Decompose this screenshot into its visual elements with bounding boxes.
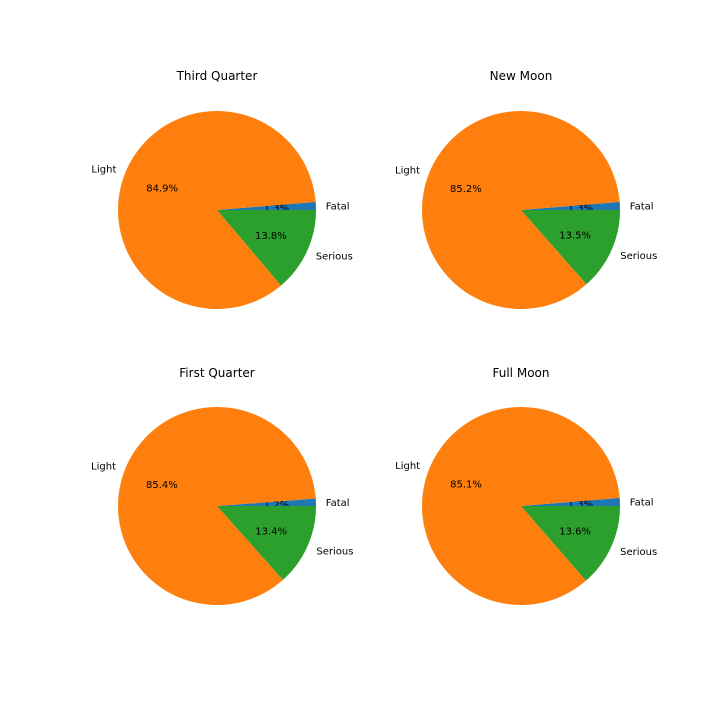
chart-title: Third Quarter: [176, 69, 258, 83]
pie-slice-serious: [521, 506, 620, 581]
slice-label-light: Light: [91, 461, 116, 472]
slice-label-fatal: Fatal: [630, 202, 654, 213]
slice-percent-light: 84.9%: [146, 183, 178, 194]
chart-title: First Quarter: [179, 366, 254, 380]
slice-percent-serious: 13.6%: [559, 527, 591, 538]
slice-label-fatal: Fatal: [326, 498, 350, 509]
slice-label-fatal: Fatal: [630, 498, 654, 509]
slice-label-light: Light: [91, 164, 116, 175]
slice-percent-light: 85.4%: [146, 480, 178, 491]
slice-label-serious: Serious: [316, 547, 353, 558]
pie-slice-light: [118, 110, 316, 309]
chart-title: Full Moon: [493, 366, 550, 380]
slice-percent-fatal: 1.3%: [568, 204, 593, 215]
slice-percent-serious: 13.5%: [559, 230, 591, 241]
pie-slice-fatal: [521, 497, 620, 506]
slice-percent-serious: 13.8%: [255, 231, 287, 242]
slice-label-serious: Serious: [316, 252, 353, 263]
pie-slice-fatal: [217, 201, 316, 210]
pie-slice-serious: [217, 210, 316, 286]
slice-label-fatal: Fatal: [326, 202, 350, 213]
pie-slice-fatal: [521, 201, 620, 210]
slice-label-light: Light: [395, 461, 420, 472]
pie-chart-2: New Moon Fatal 1.3% Light 85.2% Serious 13.5%: [395, 69, 657, 309]
slice-percent-fatal: 1.3%: [568, 500, 593, 511]
pie-slice-serious: [521, 210, 620, 285]
pie-slice-light: [118, 407, 316, 606]
pie-slice-light: [421, 406, 620, 605]
pie-slice-serious: [217, 506, 316, 580]
pie-chart-3: First Quarter Fatal 1.2% Light 85.4% Serious 1…: [91, 366, 353, 606]
pie-slice-fatal: [217, 498, 316, 506]
slice-label-serious: Serious: [620, 547, 657, 558]
pie-chart-4: Full Moon Fatal 1.3% Light 85.1% Serious 13.6%: [395, 366, 657, 605]
slice-percent-light: 85.1%: [450, 480, 482, 491]
chart-title: New Moon: [490, 69, 553, 83]
slice-percent-fatal: 1.2%: [264, 500, 289, 511]
pie-slice-light: [422, 110, 620, 309]
slice-label-light: Light: [395, 165, 420, 176]
slice-percent-serious: 13.4%: [255, 526, 287, 537]
slice-label-serious: Serious: [620, 251, 657, 262]
slice-percent-fatal: 1.3%: [264, 204, 289, 215]
slice-percent-light: 85.2%: [450, 184, 482, 195]
pie-chart-1: Third Quarter Fatal 1.3% Light 84.9% Serious 1…: [91, 69, 353, 309]
